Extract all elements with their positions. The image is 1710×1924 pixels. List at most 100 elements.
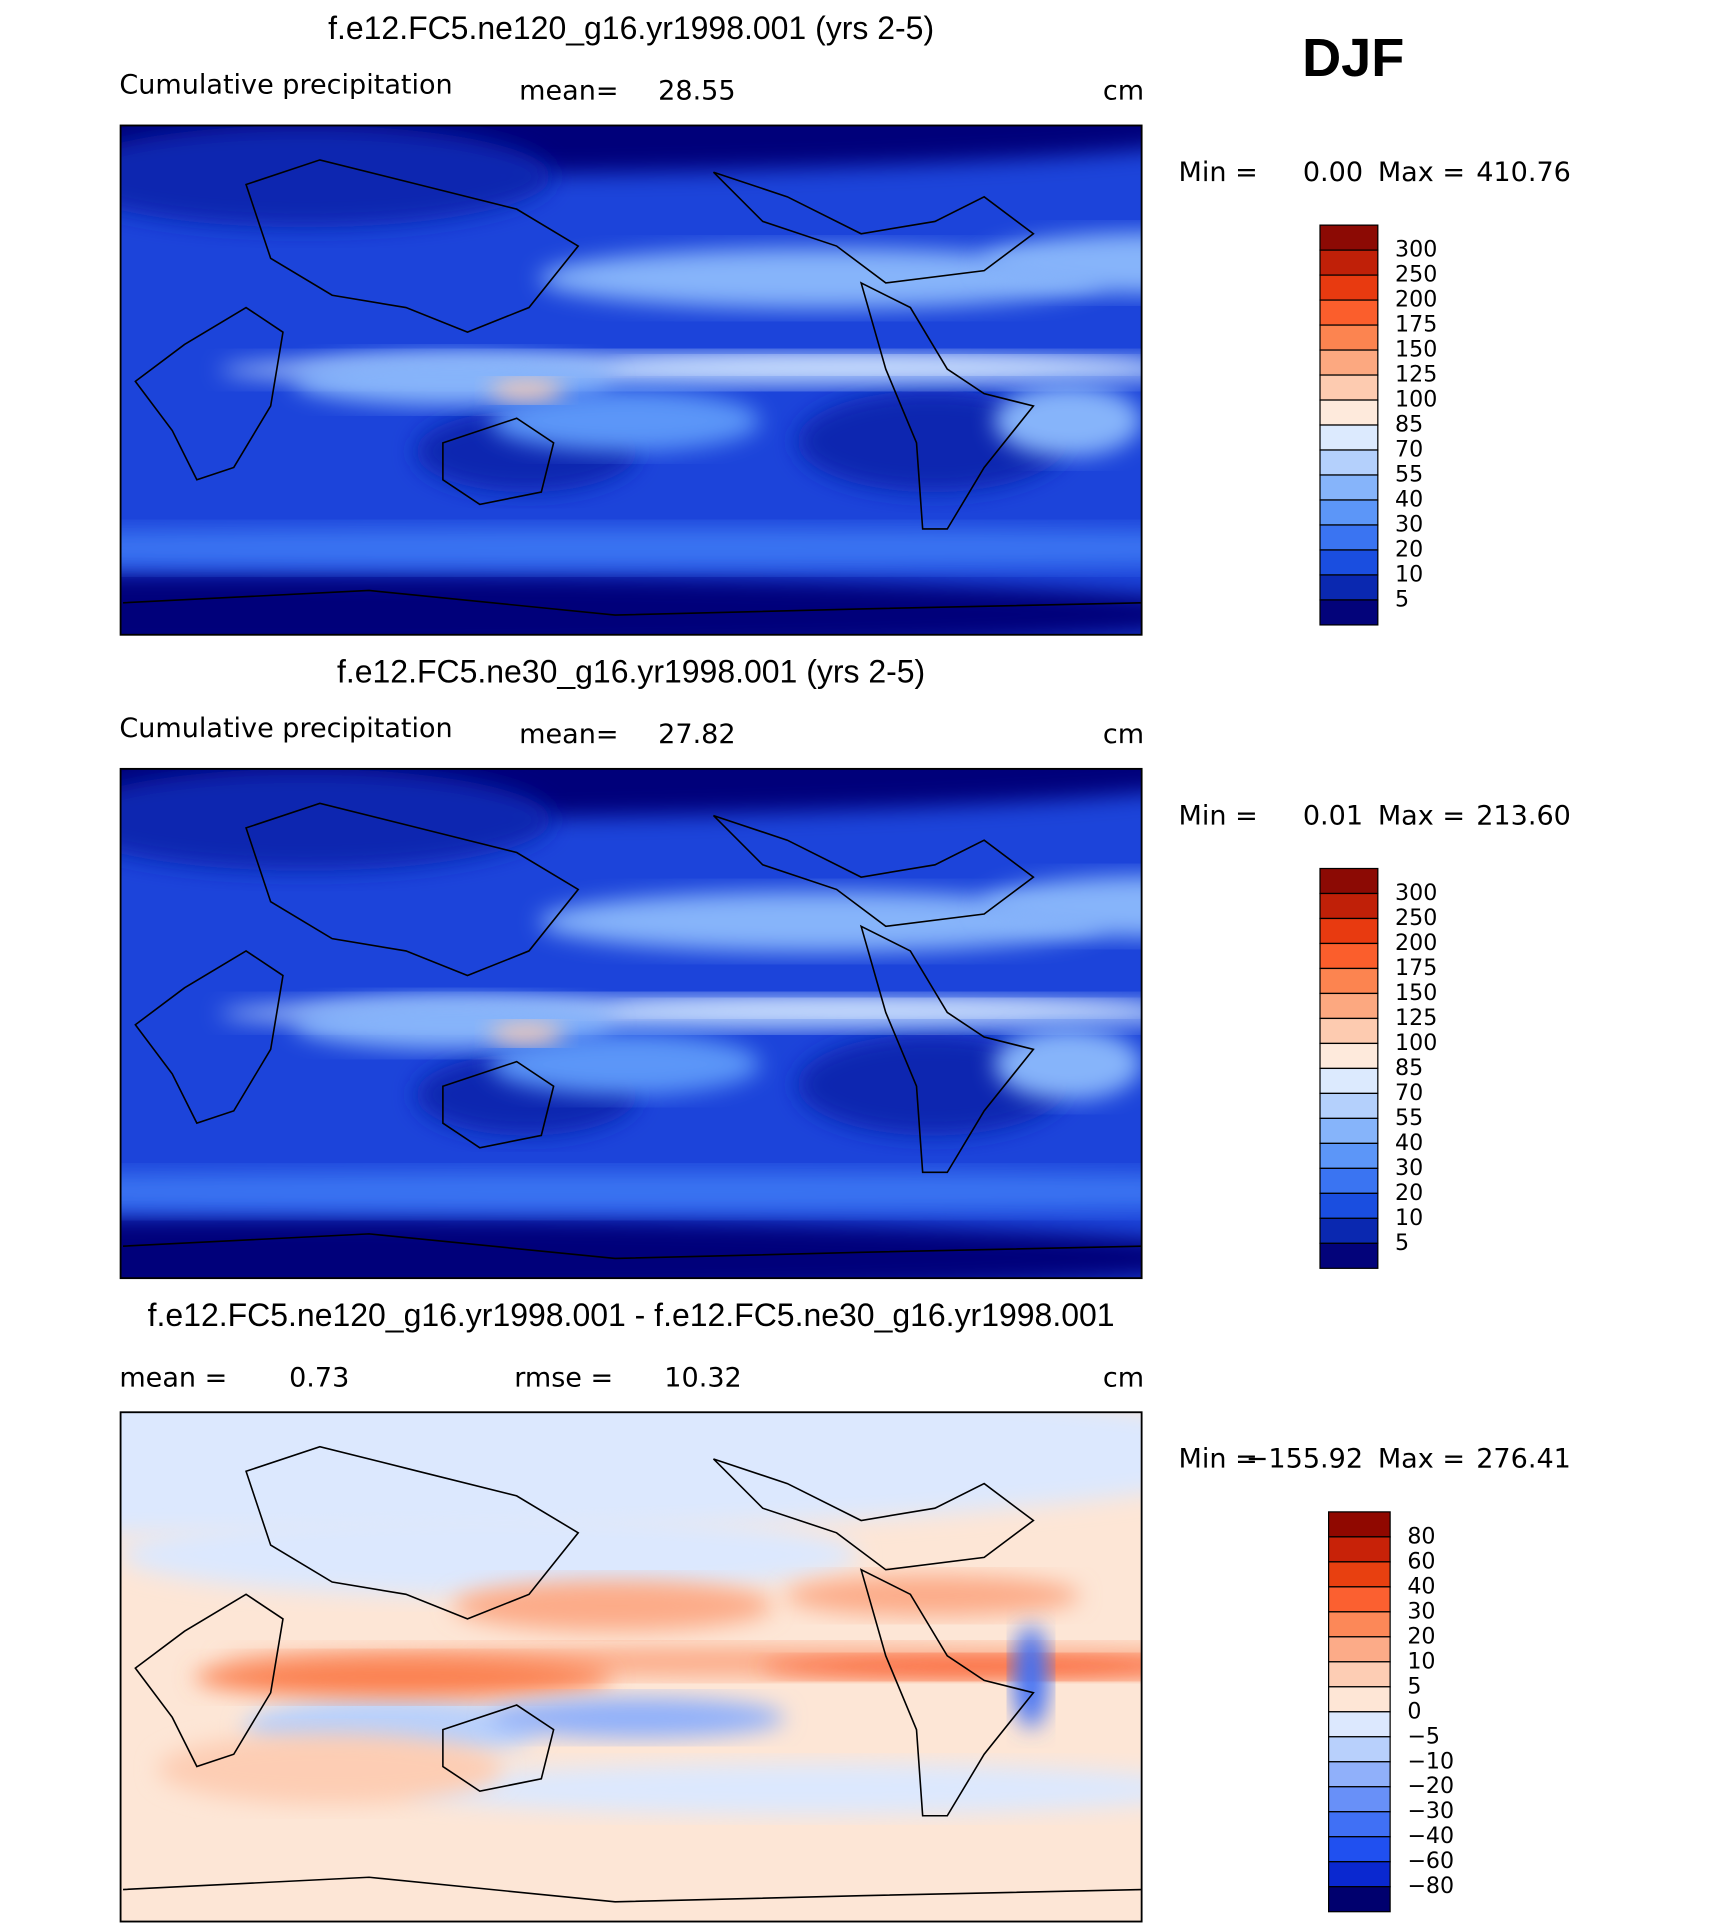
min-label: Min = [1179,800,1258,831]
colorbar-box [1319,942,1379,970]
colorbar-box [1319,599,1379,626]
colorbar-label: 5 [1395,586,1409,612]
colorbar-label: 200 [1395,930,1437,956]
precip-region [994,1028,1142,1100]
colorbar-label: 30 [1395,511,1423,537]
panel-label: Cumulative precipitation [119,70,452,101]
colorbar-label: 85 [1395,1055,1423,1081]
precip-region [1013,1626,1049,1729]
colorbar-label: 175 [1395,955,1437,981]
precip-region [538,247,1105,309]
precip-region [157,1733,502,1805]
coastline [442,1704,555,1792]
season: DJF [1302,28,1404,88]
colorbar-box [1319,574,1379,601]
coastline [134,949,284,1125]
colorbar-box [1328,1611,1391,1638]
colorbar-label: 10 [1407,1648,1435,1674]
colorbar-label: −60 [1407,1848,1454,1874]
coastline [245,159,580,334]
colorbar-box [1319,1192,1379,1219]
colorbar-box [1319,1042,1379,1070]
colorbar-box [1319,1142,1379,1169]
stat-label: mean = [119,1363,227,1394]
colorbar-label: 250 [1395,262,1437,288]
colorbar-box [1328,1536,1391,1563]
colorbar-box [1319,867,1379,895]
colorbar-label: 200 [1395,287,1437,313]
panel-title: f.e12.FC5.ne30_g16.yr1998.001 (yrs 2-5) [337,654,925,690]
colorbar-label: 300 [1395,237,1437,263]
precip-region [120,1412,1142,1535]
precip-region [489,1033,761,1095]
panel-title: f.e12.FC5.ne120_g16.yr1998.001 (yrs 2-5) [328,10,934,46]
colorbar-box [1328,1761,1391,1788]
colorbar-label: 55 [1395,1105,1423,1131]
precip-region [489,1697,785,1739]
colorbar-label: 250 [1395,905,1437,931]
min-value: 0.00 [1303,157,1363,188]
colorbar-box [1319,992,1379,1020]
colorbar-box [1328,1711,1391,1738]
units: cm [1103,76,1144,107]
precip-region [612,357,1142,373]
panel-title: f.e12.FC5.ne120_g16.yr1998.001 - f.e12.F… [148,1297,1115,1333]
precip-region [120,768,552,871]
stat-value: 28.55 [658,76,735,107]
precip-region [120,1171,1142,1212]
max-value: 276.41 [1476,1444,1571,1475]
colorbar-label: 80 [1407,1523,1435,1549]
coastline [123,1876,1142,1903]
units: cm [1103,719,1144,750]
colorbar-label: 40 [1407,1573,1435,1599]
colorbar-box [1319,324,1379,351]
colorbar-label: 10 [1395,1205,1423,1231]
colorbar-box [1328,1861,1391,1888]
colorbar-box [1319,374,1379,401]
map-field [120,1412,1142,1922]
colorbar-label: 30 [1407,1598,1435,1624]
precip-region [489,390,761,452]
colorbar-box [1319,917,1379,945]
colorbar-label: 20 [1395,1180,1423,1206]
max-label: Max = [1378,800,1465,831]
stat-label: mean= [519,76,618,107]
colorbar-box [1328,1736,1391,1763]
colorbar-label: −20 [1407,1773,1454,1799]
panel-label: Cumulative precipitation [119,713,452,744]
coastline [859,924,1035,1174]
colorbar-box [1328,1886,1391,1913]
map-frame [119,767,1143,1280]
colorbar-label: 85 [1395,412,1423,438]
colorbar-label: −10 [1407,1748,1454,1774]
colorbar-label: 30 [1395,1155,1423,1181]
colorbar-box [1319,299,1379,326]
min-value: −155.92 [1246,1444,1363,1475]
stat-label: mean= [519,719,618,750]
colorbar-box [1319,1017,1379,1045]
precip-region [120,527,1142,569]
coastline [134,306,284,481]
colorbar-box [1319,1117,1379,1144]
colorbar-label: 100 [1395,387,1437,413]
colorbar-box [1319,1167,1379,1194]
colorbar-label: 20 [1395,536,1423,562]
colorbar-box [1319,399,1379,426]
colorbar-label: 70 [1395,1080,1423,1106]
map-frame [119,124,1143,636]
colorbar-box [1319,274,1379,301]
stat-value: 0.73 [289,1363,349,1394]
coastline [859,1568,1035,1817]
colorbar-box [1319,499,1379,526]
colorbar-box [1319,249,1379,276]
precip-region [194,1656,613,1698]
colorbar-box [1319,1067,1379,1095]
colorbar-label: 150 [1395,337,1437,363]
colorbar-label: 20 [1407,1623,1435,1649]
colorbar-label: 70 [1395,437,1423,463]
colorbar-box [1328,1561,1391,1588]
colorbar-box [1319,1242,1379,1269]
precip-region [120,573,1142,635]
precip-region [760,1656,1142,1678]
